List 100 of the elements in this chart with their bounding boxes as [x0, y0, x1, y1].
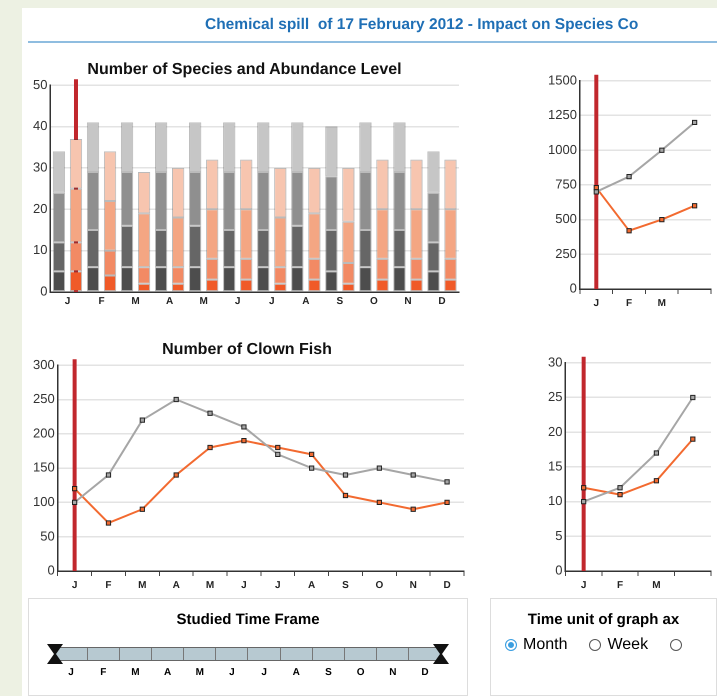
point [140, 506, 145, 512]
x-tick-label: N [410, 580, 417, 591]
text: Studied Time Frame [175, 611, 321, 628]
point [72, 500, 78, 506]
category-label: J [260, 667, 268, 678]
point [410, 472, 416, 478]
x-tick-label: J [274, 580, 281, 591]
text: Time unit of graph ax [526, 611, 680, 628]
x-tick-label: F [616, 580, 624, 591]
point [444, 479, 450, 484]
point [376, 465, 382, 471]
point [342, 472, 348, 478]
point [617, 485, 623, 490]
y-tick-label: 750 [555, 176, 577, 192]
x-tick-label: J [268, 296, 275, 307]
category-label: Month [523, 636, 568, 654]
x-tick-label: M [658, 298, 666, 309]
y-tick-label: 0 [555, 562, 562, 578]
point [174, 396, 179, 402]
y-tick-label: 0 [40, 284, 48, 299]
text: Chemical spill of 17 February 2012 - Impact on Species Co [205, 16, 638, 34]
x-tick-label: M [199, 296, 208, 307]
point [106, 520, 112, 526]
y-tick-label: 1250 [548, 107, 577, 122]
point [241, 424, 247, 430]
point [581, 498, 586, 504]
x-tick-label: M [138, 580, 147, 591]
point [626, 228, 632, 234]
y-tick-label: 30 [548, 354, 562, 370]
point [309, 465, 314, 471]
x-tick-label: S [342, 580, 350, 591]
point [654, 450, 660, 456]
x-tick-label: A [172, 580, 180, 591]
x-tick-label: F [98, 296, 105, 307]
x-tick-label: J [72, 580, 78, 591]
category-label: Week [607, 636, 648, 654]
point [690, 394, 696, 400]
point [444, 500, 450, 506]
point [659, 148, 664, 153]
y-tick-label: 250 [32, 391, 55, 406]
x-tick-label: M [206, 580, 214, 591]
point [659, 216, 664, 222]
y-tick-label: 100 [32, 494, 55, 509]
point [410, 506, 416, 512]
category-label: D [420, 667, 430, 678]
point [275, 444, 280, 450]
y-tick-label: 5 [555, 528, 562, 543]
x-tick-label: A [308, 580, 316, 591]
category-label: A [162, 667, 172, 678]
y-tick-label: 0 [570, 280, 577, 296]
point [594, 189, 599, 194]
x-tick-label: M [652, 580, 661, 591]
point [309, 452, 314, 457]
category-label: O [356, 667, 366, 678]
point [106, 472, 112, 478]
y-tick-label: 50 [32, 76, 48, 92]
x-tick-label: F [626, 298, 632, 309]
y-tick-label: 15 [548, 458, 562, 474]
chart-title: Number of Clown Fish [162, 341, 332, 358]
x-tick-label: A [166, 296, 174, 307]
point [617, 492, 623, 498]
category-label: J [228, 667, 236, 678]
y-tick-label: 20 [548, 424, 562, 439]
x-tick-label: D [443, 580, 451, 591]
x-tick-label: J [594, 298, 600, 309]
category-label: S [324, 667, 333, 678]
point [692, 120, 698, 126]
x-tick-label: J [580, 580, 586, 591]
y-tick-label: 1500 [548, 72, 577, 88]
category-label: J [67, 667, 75, 678]
point [626, 174, 632, 180]
point [692, 203, 698, 208]
x-tick-label: J [234, 296, 240, 307]
y-tick-label: 30 [32, 160, 48, 174]
point [72, 486, 78, 492]
y-tick-label: 40 [32, 118, 48, 134]
x-tick-label: S [336, 296, 344, 307]
point [690, 436, 696, 442]
x-tick-label: O [375, 580, 384, 591]
point [241, 438, 247, 444]
x-tick-label: O [370, 296, 378, 307]
point [275, 452, 280, 457]
point [376, 500, 382, 506]
point [207, 444, 213, 450]
x-tick-label: D [438, 296, 446, 307]
x-tick-label: N [404, 296, 412, 307]
y-tick-label: 200 [32, 425, 55, 440]
y-tick-label: 10 [32, 242, 48, 258]
category-label: M [194, 667, 205, 678]
point [342, 492, 348, 498]
point [581, 485, 586, 490]
x-tick-label: J [241, 580, 247, 591]
category-label: A [292, 667, 301, 678]
y-tick-label: 50 [40, 528, 55, 544]
y-tick-label: 500 [555, 211, 577, 226]
y-tick-label: 250 [555, 246, 577, 261]
chart-title: Number of Species and Abundance Level [87, 61, 402, 78]
x-tick-label: M [131, 296, 140, 307]
x-tick-label: A [302, 296, 310, 307]
point [654, 478, 660, 484]
